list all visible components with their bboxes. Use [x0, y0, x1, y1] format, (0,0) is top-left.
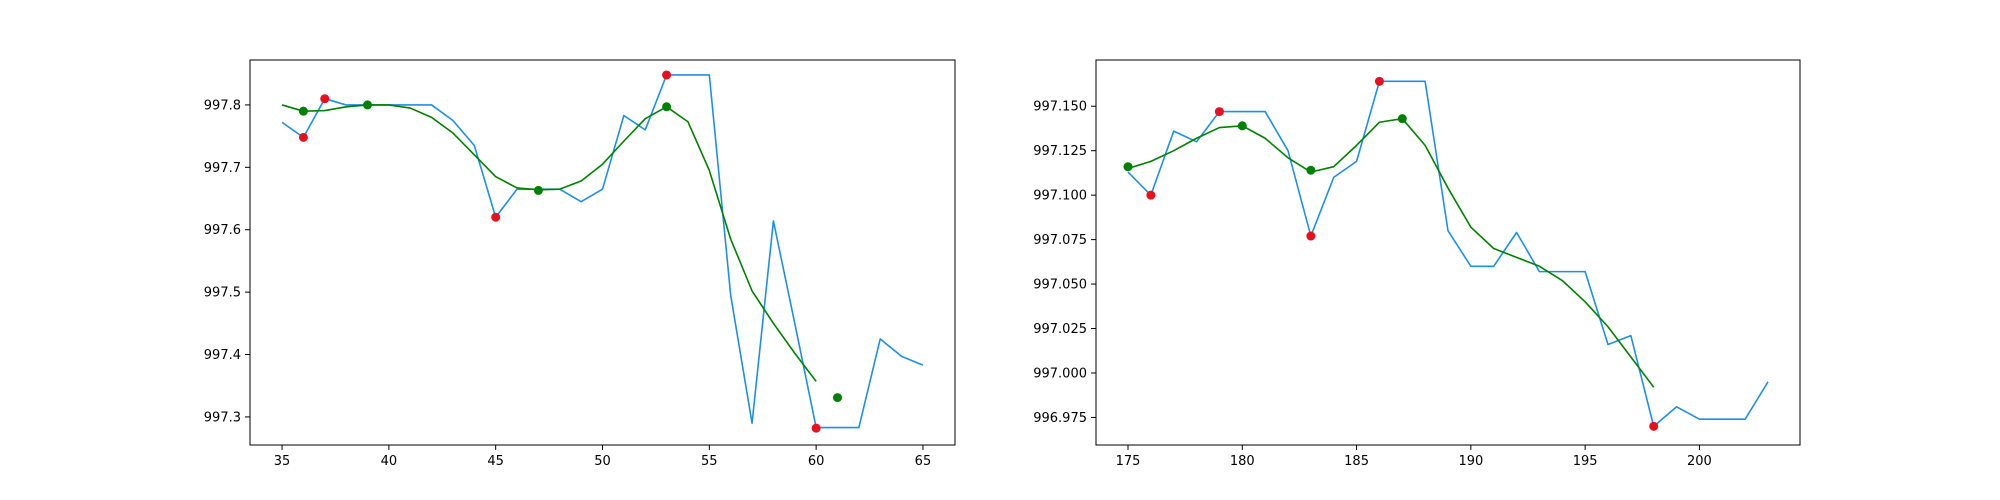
red-point: [662, 70, 672, 80]
red-point: [1649, 421, 1659, 431]
red-point: [298, 132, 308, 142]
green-point: [298, 106, 308, 116]
green-point: [1237, 121, 1247, 131]
y-tick-label: 997.5: [204, 286, 241, 301]
y-tick-label: 997.050: [1033, 278, 1087, 293]
green-point: [662, 102, 672, 112]
y-tick-label: 997.6: [204, 223, 241, 238]
y-tick-label: 997.025: [1033, 322, 1087, 337]
x-tick-label: 50: [594, 454, 611, 469]
y-tick-label: 997.000: [1033, 366, 1087, 381]
axes-frame: [1095, 59, 1801, 446]
red-point: [1374, 76, 1384, 86]
y-tick-label: 997.8: [204, 98, 241, 113]
x-tick-label: 190: [1458, 454, 1483, 469]
x-tick-label: 45: [487, 454, 504, 469]
series-line-1: [1127, 117, 1655, 388]
chart-right: 175 180 185 190 195 200 996.975 997.000 997.025 9…: [1033, 59, 1801, 469]
y-tick-label: 997.150: [1033, 100, 1087, 115]
y-tick-label: 997.100: [1033, 189, 1087, 204]
x-tick-label: 185: [1344, 454, 1369, 469]
red-point: [1146, 190, 1156, 200]
x-tick-label: 200: [1687, 454, 1712, 469]
chart-left: 35 40 45 50 55 60 65 997.3 997.4 997.5 997.6 997.7 9…: [204, 59, 956, 469]
x-tick-label: 175: [1116, 454, 1141, 469]
green-point: [1123, 162, 1133, 172]
series-line-0: [1127, 80, 1769, 428]
green-point: [363, 100, 372, 110]
red-point: [1306, 231, 1316, 241]
red-point: [811, 423, 821, 433]
x-tick-label: 195: [1573, 454, 1598, 469]
y-tick-label: 997.125: [1033, 144, 1087, 159]
y-tick-label: 997.3: [204, 410, 241, 425]
red-point: [491, 212, 501, 222]
x-tick-label: 65: [915, 454, 932, 469]
x-tick-label: 35: [274, 454, 291, 469]
red-point: [1214, 107, 1224, 117]
green-point: [833, 393, 842, 403]
y-tick-label: 997.7: [204, 161, 241, 176]
y-tick-label: 997.075: [1033, 233, 1087, 248]
green-point: [1306, 165, 1316, 175]
red-point: [320, 94, 330, 104]
green-point: [533, 185, 543, 195]
y-tick-label: 996.975: [1033, 411, 1087, 426]
x-tick-label: 180: [1230, 454, 1255, 469]
y-tick-label: 997.4: [204, 348, 241, 363]
x-tick-label: 60: [808, 454, 825, 469]
x-tick-label: 40: [381, 454, 398, 469]
x-tick-label: 55: [701, 454, 718, 469]
green-point: [1397, 114, 1407, 124]
